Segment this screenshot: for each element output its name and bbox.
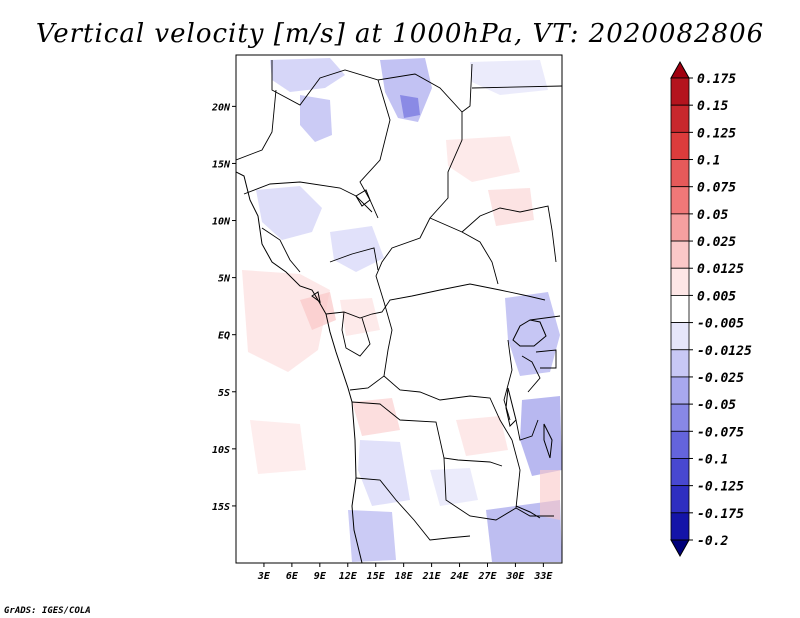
colorbar-label: 0.005 (697, 289, 736, 304)
colorbar-segment (670, 131, 690, 160)
latitude-axis: 20N 15N 10N 5N EQ 5S 10S 15S (211, 102, 236, 513)
colorbar-label: 0.175 (697, 72, 736, 87)
lat-tick-label: 15S (212, 502, 230, 513)
colorbar-segment (670, 159, 690, 188)
lat-tick-label: 10S (212, 445, 230, 456)
grads-credit: GrADS: IGES/COLA (4, 606, 91, 616)
lon-tick-label: 18E (395, 571, 414, 582)
colorbar-label: -0.05 (697, 398, 736, 413)
colorbar-segment (670, 267, 690, 296)
colorbar-label: -0.075 (697, 425, 744, 440)
colorbar-segment (670, 485, 690, 514)
colorbar-label: 0.025 (697, 235, 736, 250)
colorbar-segment (670, 77, 690, 106)
colorbar-label: 0.15 (697, 99, 728, 114)
lat-tick-label: 5S (218, 388, 230, 399)
colorbar-segment (670, 186, 690, 215)
colorbar-label: -0.2 (697, 534, 728, 549)
lon-tick-label: 24E (450, 571, 470, 582)
colorbar-top-arrow (670, 60, 690, 79)
colorbar-label: -0.1 (697, 452, 728, 467)
colorbar-bottom-arrow (670, 539, 690, 558)
colorbar-segment (670, 295, 690, 323)
lon-tick-label: 15E (367, 571, 386, 582)
lat-tick-label: 20N (211, 102, 231, 113)
colorbar-segment (670, 430, 690, 459)
lon-tick-label: 3E (257, 571, 271, 582)
lon-tick-label: 27E (477, 571, 497, 582)
map-frame (235, 54, 563, 564)
colorbar-label: -0.125 (697, 480, 744, 495)
lon-tick-label: 6E (286, 571, 299, 582)
lon-tick-label: 12E (339, 571, 358, 582)
colorbar-label: 0.125 (697, 126, 736, 141)
colorbar-segment (670, 458, 690, 487)
colorbar-label: -0.005 (697, 317, 744, 332)
colorbar-label: 0.05 (697, 208, 728, 223)
colorbar-label: -0.0125 (697, 344, 752, 359)
colorbar-segment (670, 213, 690, 242)
lon-tick-label: 21E (422, 571, 442, 582)
colorbar-segment (670, 349, 690, 378)
colorbar-label: 0.1 (697, 154, 720, 169)
lat-tick-label: 10N (212, 217, 231, 228)
lon-tick-label: 33E (533, 571, 553, 582)
lat-tick-label: 15N (212, 159, 231, 170)
colorbar-segment (670, 376, 690, 405)
colorbar-segment (670, 104, 690, 133)
lon-tick-label: 30E (505, 571, 525, 582)
longitude-axis: 3E 6E 9E 12E 15E 18E 21E 24E 27E 30E 33E (257, 563, 553, 582)
colorbar-segment (670, 240, 690, 269)
colorbar-label: -0.175 (697, 507, 744, 522)
colorbar: 0.175 0.15 0.125 0.1 0.075 0.05 0.025 0.0125 0.0… (670, 60, 752, 558)
colorbar-segment (670, 322, 690, 351)
map-panel (235, 54, 563, 564)
colorbar-label: 0.075 (697, 181, 736, 196)
map-title: Vertical velocity [m/s] at 1000hPa, VT: … (36, 19, 764, 49)
velocity-field (236, 58, 562, 563)
colorbar-label: -0.025 (697, 371, 744, 386)
colorbar-segment (670, 403, 690, 432)
lat-tick-label: EQ (218, 331, 230, 342)
lat-tick-label: 5N (218, 274, 231, 285)
colorbar-segment (670, 512, 690, 541)
lon-tick-label: 9E (314, 571, 327, 582)
colorbar-label: 0.0125 (697, 262, 744, 277)
